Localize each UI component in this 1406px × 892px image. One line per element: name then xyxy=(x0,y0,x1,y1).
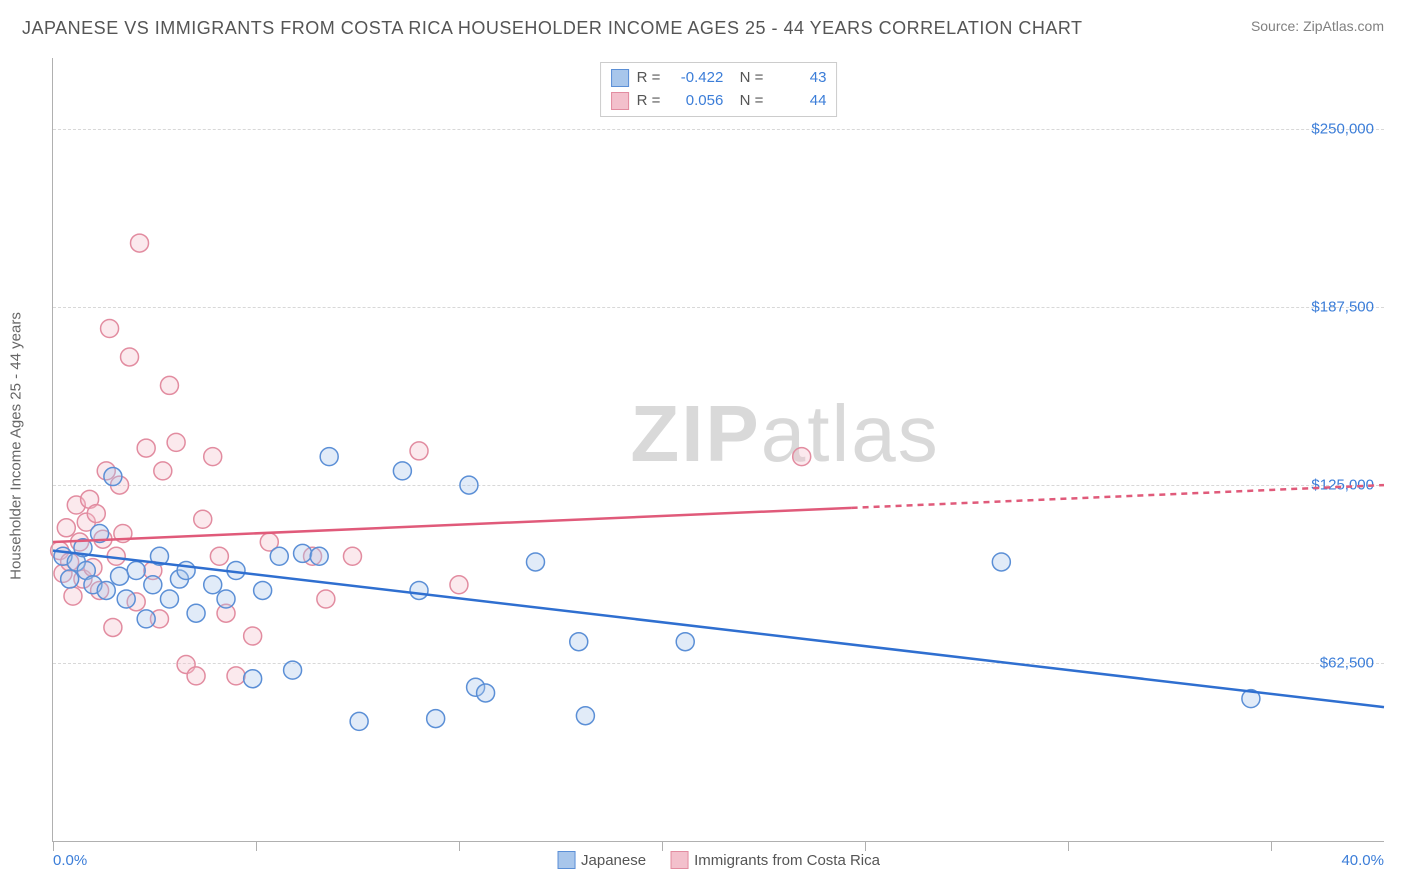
x-max-label: 40.0% xyxy=(1341,852,1384,869)
scatter-svg xyxy=(53,58,1384,841)
correlation-legend: R =-0.422 N =43 R =0.056 N =44 xyxy=(600,62,838,117)
r-value-0: -0.422 xyxy=(668,67,723,90)
swatch-icon xyxy=(557,851,575,869)
x-min-label: 0.0% xyxy=(53,852,87,869)
swatch-icon xyxy=(670,851,688,869)
legend-row-0: R =-0.422 N =43 xyxy=(611,67,827,90)
legend-label-1: Immigrants from Costa Rica xyxy=(694,852,880,869)
legend-label-0: Japanese xyxy=(581,852,646,869)
swatch-icon xyxy=(611,92,629,110)
n-value-1: 44 xyxy=(771,90,826,113)
legend-item-0: Japanese xyxy=(557,851,646,869)
n-value-0: 43 xyxy=(771,67,826,90)
chart-title: JAPANESE VS IMMIGRANTS FROM COSTA RICA H… xyxy=(22,18,1083,39)
chart-plot-area: ZIPatlas $62,500$125,000$187,500$250,000… xyxy=(52,58,1384,842)
series-legend: Japanese Immigrants from Costa Rica xyxy=(557,851,880,869)
swatch-icon xyxy=(611,69,629,87)
y-axis-title: Householder Income Ages 25 - 44 years xyxy=(8,312,25,580)
legend-item-1: Immigrants from Costa Rica xyxy=(670,851,880,869)
legend-row-1: R =0.056 N =44 xyxy=(611,90,827,113)
r-value-1: 0.056 xyxy=(668,90,723,113)
source-label: Source: ZipAtlas.com xyxy=(1251,18,1384,34)
